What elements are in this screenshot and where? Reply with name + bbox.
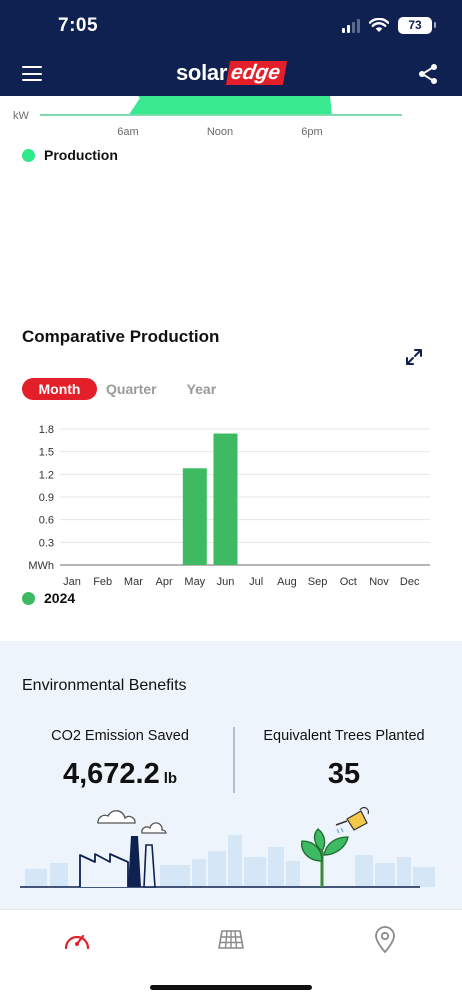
x-tick-label: Oct: [340, 576, 357, 588]
y-tick-label: 0.3: [39, 537, 54, 549]
watering-can-icon: [335, 806, 370, 834]
home-indicator: [150, 985, 312, 990]
x-tick-label: 6pm: [301, 126, 322, 138]
app-header: 7:05 73 solar edge: [0, 0, 462, 96]
x-tick-label: Mar: [124, 576, 143, 588]
x-tick-label: 6am: [117, 126, 138, 138]
year-legend[interactable]: 2024: [22, 590, 75, 606]
y-tick-label: 1.5: [39, 447, 54, 459]
x-tick-label: Nov: [369, 576, 389, 588]
environmental-benefits-title: Environmental Benefits: [22, 677, 187, 694]
x-tick-label: Jul: [249, 576, 263, 588]
tab-quarter[interactable]: Quarter: [106, 381, 157, 397]
battery-indicator: 73: [398, 17, 436, 34]
x-tick-label: Feb: [93, 576, 112, 588]
environmental-benefits-section: Environmental Benefits CO2 Emission Save…: [0, 641, 462, 909]
y-tick-label: 1.8: [39, 424, 54, 436]
y-tick-label: MWh: [28, 560, 54, 572]
bar-may: [182, 468, 207, 565]
bottom-tab-bar: [0, 909, 462, 1000]
trees-value: 35: [327, 758, 361, 790]
x-tick-label: Dec: [400, 576, 420, 588]
production-chart: kW 6am Noon 6pm: [13, 96, 402, 138]
cloud-icon: [97, 810, 136, 824]
x-tick-label: Jan: [63, 576, 81, 588]
co2-value: 4,672.2: [62, 758, 160, 790]
year-legend-label: 2024: [44, 590, 76, 606]
tab-year[interactable]: Year: [186, 381, 217, 397]
solaredge-logo: solar edge: [176, 60, 288, 86]
expand-icon[interactable]: [404, 347, 424, 367]
co2-unit: lb: [163, 770, 178, 787]
production-y-unit: kW: [13, 110, 30, 122]
plant-icon: [301, 828, 349, 887]
production-legend-label: Production: [44, 147, 118, 163]
co2-value-row: 4,672.2 lb: [22, 758, 218, 791]
y-tick-label: 1.2: [39, 469, 54, 481]
comparative-production-title: Comparative Production: [22, 327, 220, 346]
x-tick-label: Jun: [217, 576, 235, 588]
dashboard-icon[interactable]: [62, 926, 92, 954]
x-tick-label: Apr: [156, 576, 173, 588]
wifi-icon: [369, 18, 389, 32]
y-tick-label: 0.9: [39, 492, 54, 504]
divider: [233, 727, 235, 793]
status-icons: 73: [342, 17, 436, 34]
cloud-icon: [141, 822, 167, 834]
location-pin-icon[interactable]: [370, 926, 400, 954]
co2-emission-card: CO2 Emission Saved 4,672.2 lb: [22, 728, 218, 791]
cellular-signal-icon: [342, 18, 360, 33]
bar-jun: [213, 433, 238, 565]
x-tick-label: Aug: [277, 576, 297, 588]
co2-label: CO2 Emission Saved: [51, 728, 189, 744]
x-tick-label: Sep: [308, 576, 328, 588]
city-skyline: [25, 835, 435, 887]
period-tabs: Month Quarter Year: [22, 378, 216, 400]
layout-icon[interactable]: [216, 926, 246, 954]
production-area: [128, 96, 332, 116]
factory-icon: [79, 836, 156, 888]
production-legend[interactable]: Production: [22, 147, 118, 163]
y-tick-label: 0.6: [39, 515, 54, 527]
production-legend-dot: [22, 148, 35, 162]
x-tick-label: May: [184, 576, 205, 588]
status-time: 7:05: [58, 15, 99, 36]
trees-label: Equivalent Trees Planted: [263, 728, 425, 744]
menu-button[interactable]: [22, 66, 42, 81]
share-icon[interactable]: [416, 62, 440, 86]
trees-planted-card: Equivalent Trees Planted 35: [248, 728, 440, 791]
year-legend-dot: [22, 591, 35, 605]
comparative-production-chart: 1.8 1.5 1.2 0.9 0.6 0.3 MWh Jan Feb Mar Apr May Jun J…: [28, 424, 430, 588]
x-tick-label: Noon: [207, 126, 233, 138]
environment-illustration: [20, 806, 435, 888]
tab-month[interactable]: Month: [22, 378, 97, 400]
